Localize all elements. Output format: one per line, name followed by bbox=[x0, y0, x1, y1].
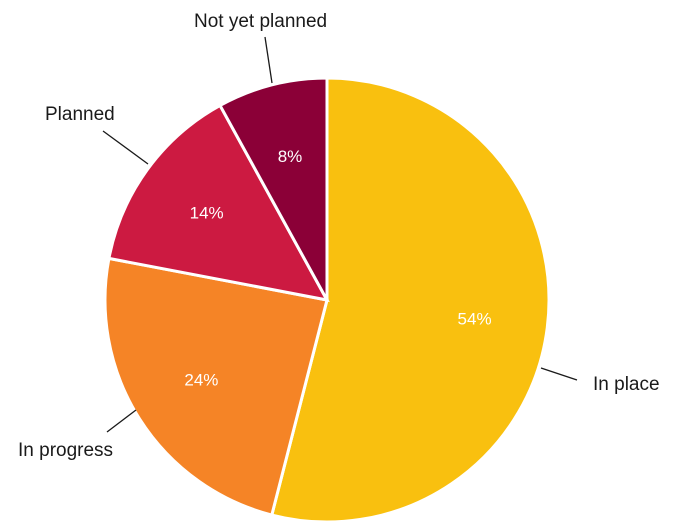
pct-label-in-progress: 24% bbox=[184, 371, 218, 390]
leader-line-in-progress bbox=[106, 409, 137, 433]
pct-label-not-yet-planned: 8% bbox=[278, 147, 303, 166]
category-labels: In place In progress Planned Not yet planne… bbox=[18, 11, 660, 461]
leader-line-planned bbox=[102, 130, 149, 165]
leader-line-not-yet-planned bbox=[264, 36, 273, 84]
leader-line-in-place bbox=[540, 367, 578, 381]
pct-label-in-place: 54% bbox=[458, 310, 492, 329]
category-label-in-place: In place bbox=[593, 374, 660, 395]
leader-lines bbox=[102, 36, 578, 433]
pie-slices bbox=[103, 76, 551, 523]
category-label-in-progress: In progress bbox=[18, 440, 113, 461]
pie-slice-in-progress bbox=[103, 256, 329, 517]
percentage-labels: 54% 24% 14% 8% bbox=[184, 147, 491, 390]
pie-slice-planned bbox=[107, 103, 330, 303]
category-label-not-yet-planned: Not yet planned bbox=[194, 11, 327, 32]
pct-label-planned: 14% bbox=[190, 204, 224, 223]
category-label-planned: Planned bbox=[45, 104, 115, 125]
pie-slice-not-yet-planned bbox=[218, 76, 329, 301]
pie-slice-in-place bbox=[269, 76, 551, 523]
